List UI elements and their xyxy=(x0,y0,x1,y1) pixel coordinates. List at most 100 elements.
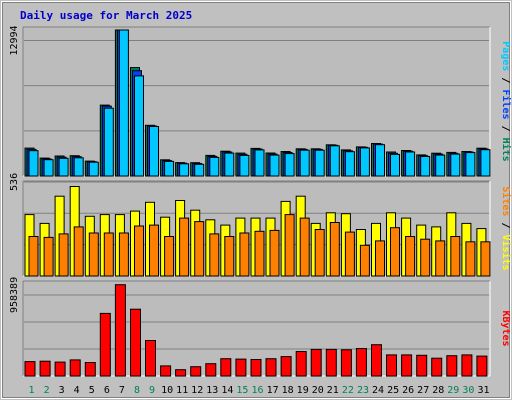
bar-sites-day-14 xyxy=(224,236,235,277)
bar-sites-day-3 xyxy=(58,233,69,277)
chart-title: Daily usage for March 2025 xyxy=(20,9,192,22)
x-tick-label: 20 xyxy=(312,385,324,396)
bar-sites-day-22 xyxy=(344,231,355,277)
bar-sites-day-30 xyxy=(465,241,476,277)
x-tick-label: 10 xyxy=(161,385,173,396)
bar-pages-day-14 xyxy=(224,152,235,177)
bar-pages-day-9 xyxy=(149,126,159,177)
bar-pages-day-6 xyxy=(103,107,114,177)
bar-pages-day-10 xyxy=(164,160,175,177)
bar-sites-day-4 xyxy=(73,226,84,277)
bar-kbytes-day-13 xyxy=(205,363,217,377)
bar-kbytes-day-18 xyxy=(280,356,292,377)
bar-pages-day-8 xyxy=(134,75,144,177)
bar-kbytes-day-4 xyxy=(69,359,81,377)
x-tick-label: 31 xyxy=(477,385,489,396)
bar-kbytes-day-19 xyxy=(295,351,307,377)
x-tick-label: 30 xyxy=(462,385,474,396)
bar-pages-day-19 xyxy=(299,149,310,177)
x-axis-labels: 1 2 3 4 5 6 7 8 9 10 11 12 13 14 15 16 17 18 19 20 21 22 23 24 2… xyxy=(28,385,489,396)
x-tick-label: 5 xyxy=(89,385,95,396)
bar-kbytes-day-1 xyxy=(24,361,36,377)
x-tick-label: 22 xyxy=(342,385,354,396)
bar-sites-day-9 xyxy=(149,224,159,277)
legend-entry: / xyxy=(500,216,511,234)
bar-kbytes-day-17 xyxy=(265,358,277,377)
bar-sites-day-23 xyxy=(359,244,370,277)
bar-kbytes-day-5 xyxy=(84,362,96,377)
bar-sites-day-8 xyxy=(134,225,144,277)
panel-bot: 958389 KBytes xyxy=(9,277,511,377)
x-tick-label: 24 xyxy=(372,385,384,396)
bar-pages-day-4 xyxy=(73,157,84,177)
bar-kbytes-day-12 xyxy=(190,366,202,377)
bar-kbytes-day-15 xyxy=(235,358,247,377)
x-tick-label: 26 xyxy=(402,385,414,396)
y-max-label: 536 xyxy=(9,173,20,191)
bar-sites-day-11 xyxy=(179,217,190,277)
x-tick-label: 4 xyxy=(74,385,80,396)
x-tick-label: 2 xyxy=(44,385,50,396)
bar-kbytes-day-27 xyxy=(416,354,428,377)
bar-kbytes-day-24 xyxy=(371,344,382,377)
bar-pages-day-1 xyxy=(28,150,39,177)
x-tick-label: 15 xyxy=(236,385,248,396)
x-tick-label: 7 xyxy=(119,385,125,396)
bar-pages-day-3 xyxy=(58,157,69,177)
x-tick-label: 29 xyxy=(447,385,459,396)
bar-kbytes-day-16 xyxy=(250,359,262,377)
panel-top: 12994 Pages / Files / Hits xyxy=(9,25,512,177)
x-tick-label: 13 xyxy=(206,385,218,396)
bar-sites-day-20 xyxy=(314,229,325,277)
bar-sites-day-31 xyxy=(480,241,491,277)
bar-pages-day-18 xyxy=(284,153,295,177)
bar-kbytes-day-28 xyxy=(431,357,443,377)
legend-entry: Pages xyxy=(500,41,511,71)
x-tick-label: 21 xyxy=(327,385,339,396)
x-tick-label: 6 xyxy=(104,385,110,396)
bar-pages-day-29 xyxy=(450,153,461,177)
y-max-label: 958389 xyxy=(9,277,20,313)
x-tick-label: 14 xyxy=(221,385,233,396)
x-tick-label: 9 xyxy=(149,385,155,396)
bar-kbytes-day-21 xyxy=(325,348,337,377)
bar-pages-day-22 xyxy=(344,151,355,177)
bar-pages-day-2 xyxy=(43,159,54,177)
legend-bot: KBytes xyxy=(500,310,511,346)
bar-pages-day-11 xyxy=(179,163,190,177)
bar-pages-day-25 xyxy=(390,153,400,177)
bar-sites-day-18 xyxy=(284,214,295,277)
bar-pages-day-7 xyxy=(118,29,129,177)
bar-kbytes-day-6 xyxy=(99,312,111,377)
x-tick-label: 28 xyxy=(432,385,444,396)
legend-entry: Files xyxy=(500,89,512,119)
bar-kbytes-day-7 xyxy=(114,284,126,377)
bar-sites-day-27 xyxy=(420,238,431,277)
legend-entry: Hits xyxy=(500,138,512,162)
bar-sites-day-15 xyxy=(239,232,250,277)
bar-kbytes-day-2 xyxy=(39,360,51,377)
bar-sites-day-7 xyxy=(118,232,129,277)
bar-pages-day-27 xyxy=(420,156,431,177)
bar-kbytes-day-3 xyxy=(54,361,66,377)
series-kbytes xyxy=(24,284,488,377)
x-tick-label: 23 xyxy=(357,385,369,396)
x-tick-label: 18 xyxy=(282,385,294,396)
bar-sites-day-26 xyxy=(405,236,416,277)
legend-mid: Sites / Visits xyxy=(500,186,512,270)
bar-sites-day-29 xyxy=(450,236,461,277)
bar-sites-day-1 xyxy=(28,236,39,277)
bar-kbytes-day-22 xyxy=(340,349,352,377)
bar-pages-day-26 xyxy=(405,151,416,177)
bar-sites-day-13 xyxy=(209,233,220,277)
x-tick-label: 17 xyxy=(267,385,279,396)
bar-pages-day-5 xyxy=(88,161,99,177)
bar-sites-day-21 xyxy=(329,222,340,277)
bar-sites-day-16 xyxy=(254,230,265,277)
series-pages xyxy=(28,29,491,177)
x-tick-label: 25 xyxy=(387,385,399,396)
bar-kbytes-day-10 xyxy=(160,365,172,377)
x-tick-label: 19 xyxy=(297,385,309,396)
